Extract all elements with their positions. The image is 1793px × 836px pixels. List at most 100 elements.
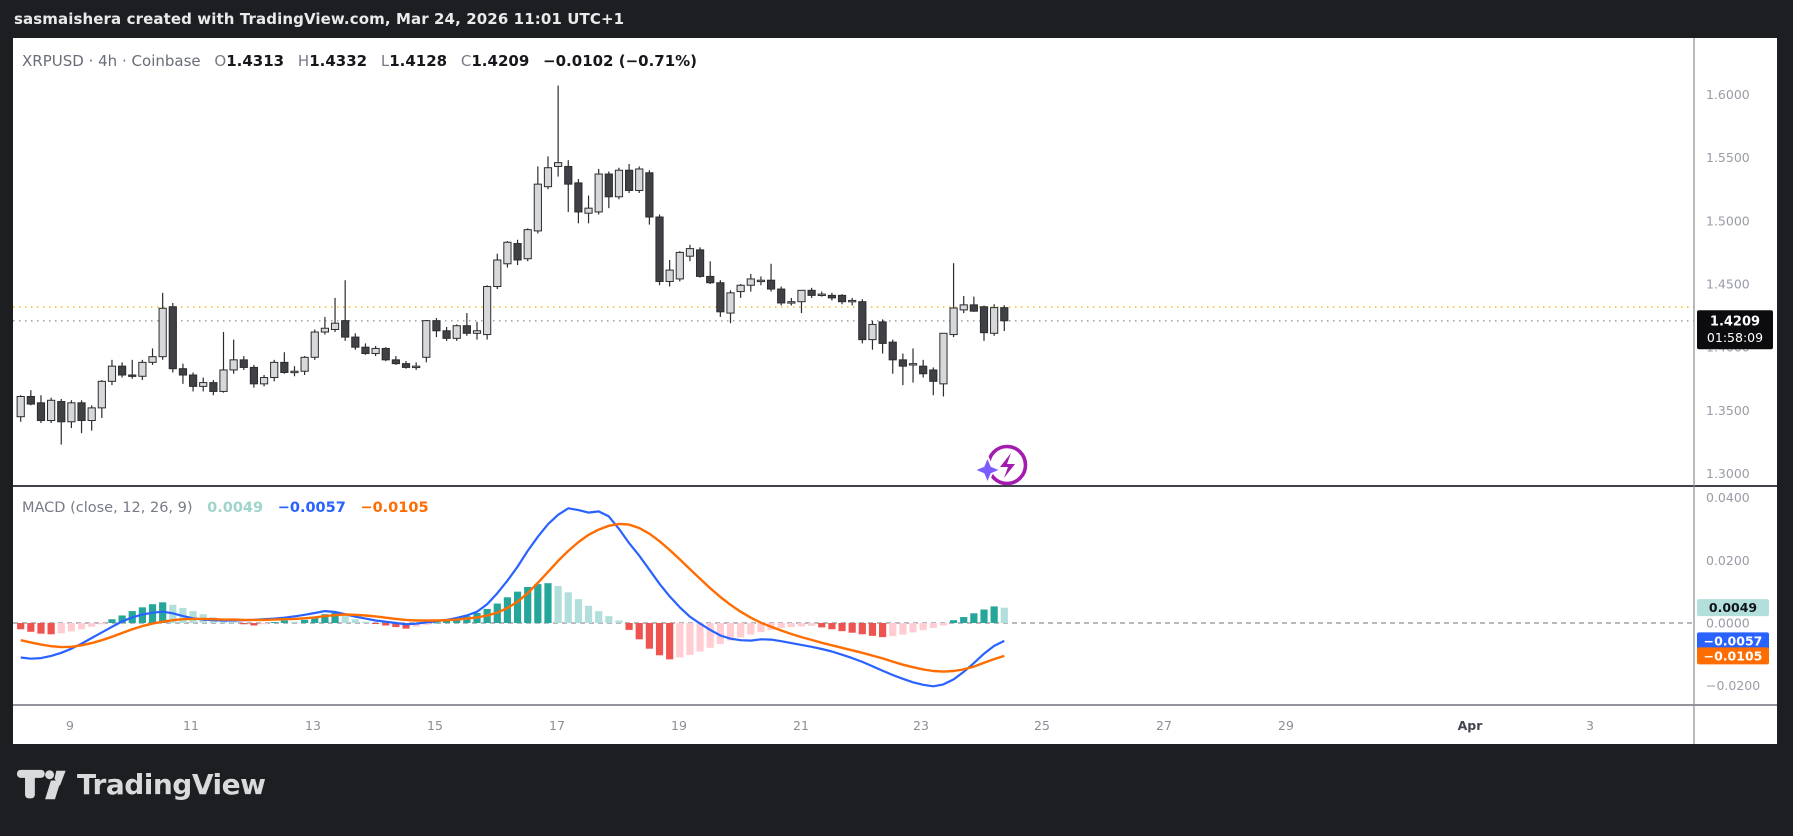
candle-down[interactable] [513,243,522,261]
candle-up[interactable] [290,370,299,374]
candle-down[interactable] [969,304,978,312]
candle-down[interactable] [188,374,198,387]
candle-up[interactable] [259,377,269,385]
candle-down[interactable] [888,341,897,361]
candle-down[interactable] [249,366,259,385]
candle-down[interactable] [807,289,816,296]
candle-down[interactable] [280,361,289,373]
candle-up[interactable] [675,251,684,280]
candle-down[interactable] [401,363,411,368]
candle-up[interactable] [685,248,695,257]
symbol-name[interactable]: XRPUSD [22,52,84,70]
time-axis[interactable]: 9 11 13 15 17 19 21 23 25 27 29 Apr 3 [66,718,1594,733]
candle-down[interactable] [77,402,86,422]
candle-down[interactable] [391,359,400,365]
candle-up[interactable] [949,307,958,336]
candle-up[interactable] [16,395,25,418]
candle-down[interactable] [604,173,613,198]
candle-up[interactable] [422,320,431,358]
macd-axis[interactable]: 0.0400 0.0200 0.0000 −0.0200 [1706,490,1760,693]
candle-up[interactable] [158,307,167,358]
tradingview-logo[interactable]: TradingView [17,768,266,801]
candle-up[interactable] [300,356,309,372]
candle-down[interactable] [178,368,188,376]
candle-up[interactable] [726,292,735,314]
candle-down[interactable] [716,282,725,313]
candle-up[interactable] [543,167,553,188]
candle-up[interactable] [97,380,106,409]
candle-down[interactable] [341,320,350,338]
candle-down[interactable] [118,365,127,376]
candle-down[interactable] [878,321,887,344]
candle-up[interactable] [817,293,826,297]
flash-icon[interactable] [971,444,1028,487]
candle-down[interactable] [1000,307,1009,322]
candle-down[interactable] [26,395,35,405]
candle-up[interactable] [746,278,755,286]
candle-down[interactable] [695,249,705,277]
candle-up[interactable] [736,284,745,293]
candle-down[interactable] [858,301,867,341]
candle-up[interactable] [148,356,157,363]
candle-down[interactable] [777,288,786,304]
candle-down[interactable] [929,369,938,382]
candle-up[interactable] [523,229,532,260]
candle-up[interactable] [797,289,806,303]
candle-down[interactable] [239,359,248,368]
symbol-legend[interactable]: XRPUSD · 4h · Coinbase O1.4313 H1.4332 L… [22,52,697,70]
candle-down[interactable] [564,165,573,185]
candle-down[interactable] [209,382,218,392]
candle-up[interactable] [483,286,492,336]
candle-up[interactable] [584,207,593,214]
candle-up[interactable] [472,330,482,334]
candle-up[interactable] [665,269,674,282]
candle-down[interactable] [655,216,664,282]
candle-down[interactable] [766,279,776,290]
candle-down[interactable] [645,172,654,218]
candle-down[interactable] [442,330,451,339]
candle-down[interactable] [168,306,177,370]
chart-widget[interactable]: 1.60001.55001.50001.45001.40001.35001.30… [13,38,1777,744]
candle-up[interactable] [868,323,877,341]
candle-down[interactable] [432,320,441,332]
candle-up[interactable] [138,361,147,377]
candle-up[interactable] [635,168,644,191]
candle-up[interactable] [330,322,340,331]
candle-up[interactable] [219,369,228,392]
macd-name[interactable]: MACD [22,500,66,516]
candle-up[interactable] [270,361,279,379]
candle-down[interactable] [381,347,390,361]
candle-up[interactable] [533,183,542,232]
candle-up[interactable] [310,331,319,358]
candle-down[interactable] [706,275,715,284]
macd-legend[interactable]: MACD (close, 12, 26, 9) 0.0049 −0.0057 −… [22,500,429,516]
candle-down[interactable] [57,401,66,423]
candle-down[interactable] [128,374,137,377]
candle-up[interactable] [503,241,512,265]
candle-up[interactable] [554,162,563,167]
candle-up[interactable] [320,327,329,333]
candle-up[interactable] [412,365,421,369]
candle-down[interactable] [574,182,583,213]
chart-canvas[interactable]: 1.60001.55001.50001.45001.40001.35001.30… [13,38,1777,744]
candle-up[interactable] [371,347,380,355]
candle-up[interactable] [87,407,96,422]
candle-down[interactable] [36,402,46,422]
macd-pane[interactable] [13,507,1694,688]
candle-up[interactable] [756,279,766,283]
candle-up[interactable] [959,304,968,311]
candle-up[interactable] [614,169,624,198]
candle-up[interactable] [452,325,461,339]
candle-up[interactable] [594,173,603,213]
candle-down[interactable] [979,306,989,334]
candle-up[interactable] [787,301,796,304]
candle-up[interactable] [229,359,238,371]
candle-down[interactable] [919,365,928,375]
candle-down[interactable] [351,336,360,348]
candle-up[interactable] [848,299,857,303]
candle-down[interactable] [462,325,471,334]
candle-up[interactable] [107,365,117,382]
candle-up[interactable] [990,307,999,334]
candle-up[interactable] [493,259,502,288]
candle-down[interactable] [837,294,847,303]
